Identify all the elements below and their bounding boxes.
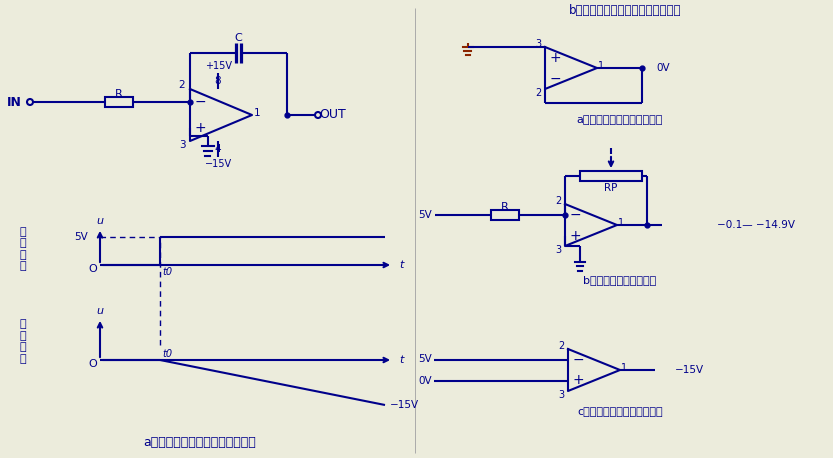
Text: u: u (97, 306, 103, 316)
Text: −0.1— −14.9V: −0.1— −14.9V (717, 220, 795, 230)
Text: a、积分电路的构成及信号波形图: a、积分电路的构成及信号波形图 (143, 436, 257, 449)
Text: +: + (572, 374, 584, 387)
Text: 4: 4 (215, 144, 222, 154)
Text: t0: t0 (162, 267, 172, 277)
Text: 8: 8 (215, 76, 222, 86)
Text: +: + (549, 50, 561, 65)
Text: 2: 2 (535, 88, 541, 98)
Text: 3: 3 (558, 390, 564, 400)
Text: 2: 2 (179, 80, 185, 90)
Text: −15V: −15V (675, 365, 704, 375)
Text: 0V: 0V (656, 63, 670, 73)
Text: −15V: −15V (206, 159, 232, 169)
Text: O: O (88, 264, 97, 274)
Text: 3: 3 (535, 39, 541, 49)
Text: c、变身电路三：电压比较器: c、变身电路三：电压比较器 (577, 407, 663, 417)
Text: a、变身电路一：电压跟随器: a、变身电路一：电压跟随器 (576, 115, 663, 125)
Text: IN: IN (7, 96, 22, 109)
Bar (491, 209, 519, 219)
Text: 1: 1 (598, 61, 604, 71)
Text: +: + (569, 229, 581, 242)
Text: 1: 1 (621, 363, 627, 373)
Text: b、变身电路二：放大器: b、变身电路二：放大器 (583, 275, 656, 285)
Bar (580, 171, 642, 181)
Text: u: u (97, 216, 103, 226)
Bar (105, 97, 133, 107)
Text: t: t (399, 260, 403, 270)
Text: RP: RP (604, 183, 618, 193)
Text: −: − (549, 71, 561, 86)
Text: 2: 2 (558, 341, 564, 351)
Text: 5V: 5V (418, 209, 432, 219)
Text: 3: 3 (179, 140, 185, 150)
Text: 5V: 5V (418, 354, 432, 365)
Text: 输
入
信
号: 输 入 信 号 (20, 227, 27, 272)
Text: R: R (501, 202, 509, 212)
Text: R: R (115, 89, 123, 99)
Text: +: + (194, 121, 206, 135)
Text: O: O (88, 359, 97, 369)
Text: −: − (194, 95, 206, 109)
Text: C: C (235, 33, 242, 43)
Text: 0V: 0V (418, 376, 432, 386)
Text: t: t (399, 355, 403, 365)
Text: −15V: −15V (390, 400, 419, 410)
Text: 5V: 5V (74, 232, 88, 242)
Text: −: − (569, 207, 581, 222)
Text: 1: 1 (254, 108, 260, 118)
Text: t0: t0 (162, 349, 172, 359)
Text: +15V: +15V (206, 61, 232, 71)
Text: OUT: OUT (320, 109, 347, 121)
Text: −: − (572, 353, 584, 366)
Text: 2: 2 (555, 196, 561, 206)
Text: 3: 3 (555, 245, 561, 255)
Text: b、积分电路工作过程中的变身调调: b、积分电路工作过程中的变身调调 (569, 4, 681, 16)
Text: 输
出
信
号: 输 出 信 号 (20, 319, 27, 364)
Text: 1: 1 (618, 218, 624, 228)
